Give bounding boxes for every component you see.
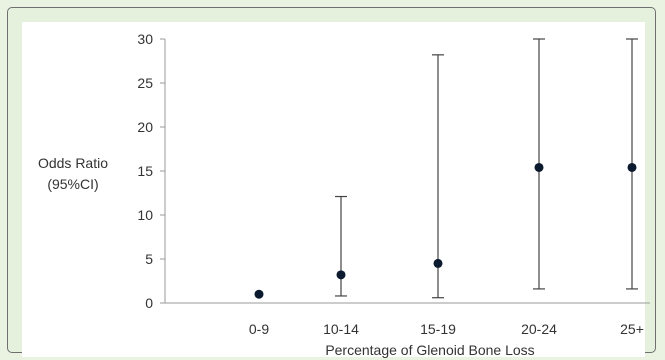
x-tick-label: 20-24 bbox=[521, 321, 557, 337]
y-tick-label: 5 bbox=[145, 251, 153, 267]
x-axis-title: Percentage of Glenoid Bone Loss bbox=[325, 342, 534, 358]
y-tick-label: 20 bbox=[137, 119, 153, 135]
x-tick-label: 25+ bbox=[620, 321, 644, 337]
x-tick-label: 15-19 bbox=[420, 321, 456, 337]
chart-panel bbox=[22, 22, 645, 357]
y-tick-label: 30 bbox=[137, 31, 153, 47]
x-tick-label: 10-14 bbox=[323, 321, 359, 337]
data-point bbox=[534, 162, 544, 172]
y-axis-title-line-1: Odds Ratio bbox=[38, 155, 108, 171]
y-tick-label: 25 bbox=[137, 75, 153, 91]
data-point bbox=[627, 162, 637, 172]
y-tick-label: 15 bbox=[137, 163, 153, 179]
y-tick-label: 0 bbox=[145, 295, 153, 311]
x-tick-label: 0-9 bbox=[249, 321, 269, 337]
y-tick-label: 10 bbox=[137, 207, 153, 223]
y-axis-title-line-2: (95%CI) bbox=[47, 176, 98, 192]
data-point bbox=[433, 258, 443, 268]
data-point bbox=[254, 289, 264, 299]
data-point bbox=[336, 270, 346, 280]
